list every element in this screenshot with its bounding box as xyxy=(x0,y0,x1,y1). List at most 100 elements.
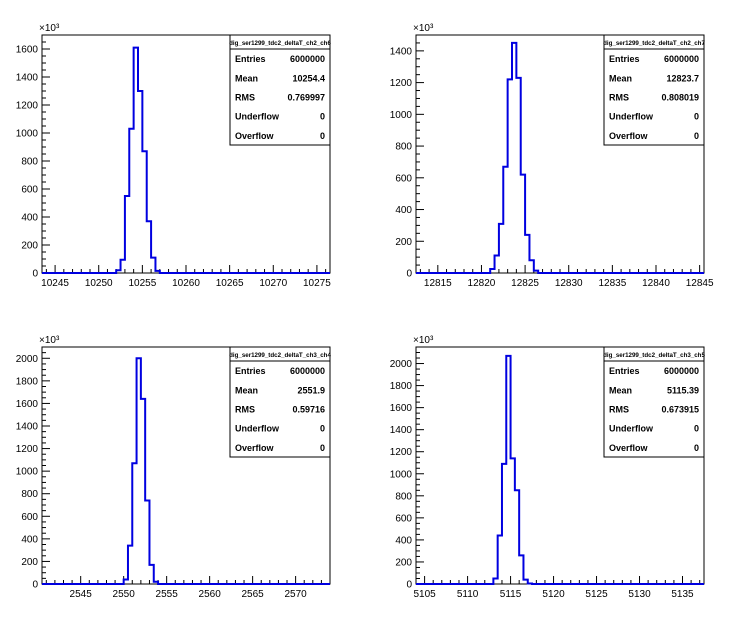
y-tick-label: 1200 xyxy=(16,444,39,455)
histogram-bin xyxy=(138,91,142,273)
y-tick-label: 1800 xyxy=(390,381,413,392)
stat-label: RMS xyxy=(609,93,629,103)
stats-box: dig_ser1299_tdc2_deltaT_ch3_ch4 Entries 60… xyxy=(229,346,331,458)
histogram-outline xyxy=(42,46,330,274)
y-tick-label: 200 xyxy=(395,557,412,568)
y-tick-label: 0 xyxy=(406,269,412,280)
x-tick-label: 10250 xyxy=(85,278,113,289)
histogram-bin xyxy=(519,555,523,584)
histogram-bin xyxy=(149,565,153,584)
y-tick-label: 1000 xyxy=(16,129,39,140)
stat-label: Entries xyxy=(235,54,266,64)
stat-value: 0.673915 xyxy=(661,405,699,415)
histogram-bin xyxy=(121,260,125,273)
x-tick-label: 2560 xyxy=(199,589,222,600)
y-tick-label: 1800 xyxy=(16,376,39,387)
y-tick-label: 1000 xyxy=(390,469,413,480)
y-tick-label: 200 xyxy=(21,557,38,568)
stat-label: Underflow xyxy=(609,112,654,122)
histogram-bin xyxy=(499,224,503,273)
y-axis: 0 200 400 600 800 1000 1200 1400 xyxy=(390,42,424,280)
x-tick-label: 2565 xyxy=(242,589,265,600)
stat-label: Mean xyxy=(235,73,258,83)
histogram-bin xyxy=(490,269,494,273)
x-tick-label: 12845 xyxy=(686,278,714,289)
histogram-bin xyxy=(142,151,146,273)
x-tick-label: 2555 xyxy=(156,589,179,600)
histogram-bin xyxy=(137,358,141,584)
x-axis: 5105 5110 5115 5120 5125 5130 5135 xyxy=(413,576,701,600)
stat-value: 2551.9 xyxy=(297,385,325,395)
y-tick-label: 1600 xyxy=(16,399,39,410)
histogram-bin xyxy=(495,256,499,273)
x-axis: 10245 10250 10255 10260 10265 10270 10275 xyxy=(41,265,331,289)
histogram-bin xyxy=(124,579,128,584)
histogram-bin xyxy=(516,78,520,273)
histogram-bin xyxy=(528,583,532,584)
stat-label: Mean xyxy=(609,385,632,395)
y-tick-label: 400 xyxy=(21,534,38,545)
histogram-name: dig_ser1299_tdc2_deltaT_ch2_ch6 xyxy=(229,40,331,47)
stat-label: RMS xyxy=(235,405,255,415)
x-tick-label: 2550 xyxy=(113,589,136,600)
y-tick-label: 0 xyxy=(32,580,38,591)
histogram-bin xyxy=(502,464,506,584)
y-tick-label: 2000 xyxy=(390,359,413,370)
x-tick-label: 12835 xyxy=(598,278,626,289)
x-tick-label: 2545 xyxy=(70,589,93,600)
histogram-bin xyxy=(129,129,133,273)
stat-value: 0 xyxy=(694,112,699,122)
stat-value: 6000000 xyxy=(290,54,325,64)
histogram-bin xyxy=(493,578,497,584)
x-tick-label: 5125 xyxy=(585,589,608,600)
stat-value: 10254.4 xyxy=(292,73,325,83)
histogram-bin xyxy=(116,270,120,273)
histogram-bin xyxy=(511,458,515,584)
y-axis-multiplier: ×10³ xyxy=(413,23,434,34)
histogram-bin xyxy=(523,580,527,584)
histogram-panel-3: 0 200 400 600 800 1000 1200 1400 1600 1800 2000 254… xyxy=(16,335,332,600)
x-tick-label: 5105 xyxy=(413,589,436,600)
stats-box: dig_ser1299_tdc2_deltaT_ch2_ch6 Entries 60… xyxy=(229,34,331,146)
x-tick-label: 10260 xyxy=(172,278,200,289)
y-tick-label: 600 xyxy=(395,513,412,524)
stat-label: RMS xyxy=(609,405,629,415)
stat-label: Entries xyxy=(609,366,640,376)
x-axis: 12815 12820 12825 12830 12835 12840 12845 xyxy=(419,265,714,289)
x-tick-label: 12825 xyxy=(511,278,539,289)
stats-box: dig_ser1299_tdc2_deltaT_ch3_ch5 Entries 60… xyxy=(603,346,705,458)
stat-value: 0 xyxy=(320,443,325,453)
histogram-bin xyxy=(529,260,533,273)
x-tick-label: 10245 xyxy=(41,278,69,289)
histogram-bin xyxy=(128,546,132,584)
x-tick-label: 2570 xyxy=(284,589,307,600)
x-tick-label: 12820 xyxy=(468,278,496,289)
stat-value: 0 xyxy=(694,424,699,434)
stat-label: Mean xyxy=(235,385,258,395)
x-tick-label: 10265 xyxy=(216,278,244,289)
y-tick-label: 0 xyxy=(32,269,38,280)
stat-value: 6000000 xyxy=(664,54,699,64)
histogram-bins xyxy=(493,356,532,584)
histogram-bin xyxy=(503,167,507,273)
histogram-bin xyxy=(498,535,502,584)
stat-value: 0.808019 xyxy=(661,93,699,103)
y-tick-label: 800 xyxy=(21,157,38,168)
stat-label: Overflow xyxy=(609,131,649,141)
stat-value: 0 xyxy=(320,131,325,141)
stat-value: 12823.7 xyxy=(666,73,699,83)
histogram-bin xyxy=(508,79,512,273)
stats-box-frame xyxy=(229,34,331,146)
y-tick-label: 1000 xyxy=(390,110,413,121)
y-tick-label: 400 xyxy=(395,205,412,216)
y-tick-label: 600 xyxy=(21,512,38,523)
stat-label: Mean xyxy=(609,73,632,83)
stat-label: Entries xyxy=(235,366,266,376)
x-tick-label: 10270 xyxy=(259,278,287,289)
stat-label: Overflow xyxy=(235,131,275,141)
histogram-bin xyxy=(145,500,149,584)
histogram-bin xyxy=(155,271,159,273)
x-tick-label: 12815 xyxy=(424,278,452,289)
